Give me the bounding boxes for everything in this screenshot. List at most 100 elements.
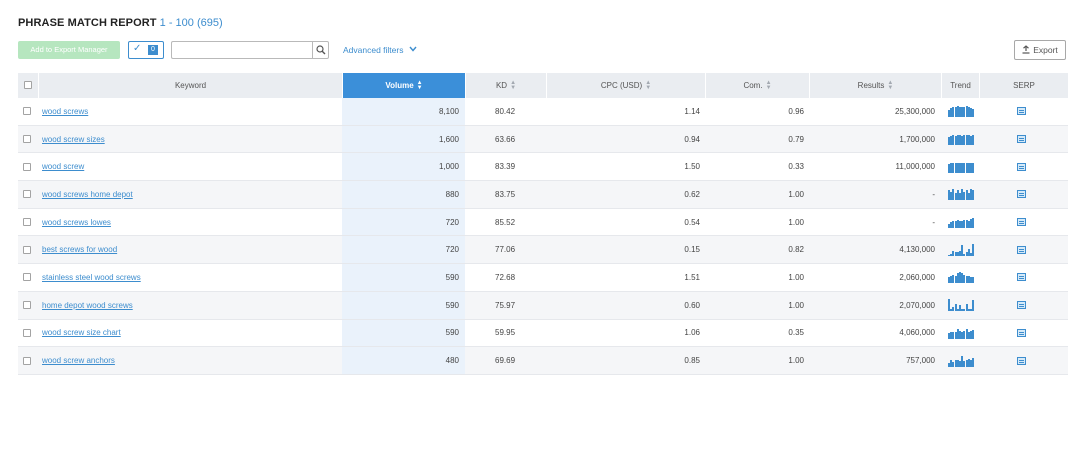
toolbar: Add to Export Manager ✓ 0 Advanced filte… (18, 40, 1068, 60)
keyword-link[interactable]: wood screws (42, 106, 89, 116)
trend-bar (967, 135, 970, 146)
keyword-link[interactable]: wood screws lowes (42, 217, 111, 227)
row-checkbox[interactable] (23, 107, 31, 116)
column-volume[interactable]: Volume ▲ ▼ (342, 73, 465, 98)
trend-bar (948, 190, 950, 201)
serp-icon[interactable] (1017, 301, 1026, 310)
export-label: Export (1033, 45, 1058, 55)
trend-bar (969, 359, 972, 367)
row-checkbox[interactable] (23, 301, 31, 310)
search-button[interactable] (312, 41, 329, 59)
add-to-export-manager-button[interactable]: Add to Export Manager (18, 41, 120, 59)
serp-icon[interactable] (1017, 356, 1026, 365)
trend-bar (967, 193, 970, 201)
trend-bar (972, 243, 975, 256)
advanced-filters-toggle[interactable]: Advanced filters (343, 45, 417, 55)
select-all-checkbox[interactable] (24, 81, 32, 89)
trend-cell (948, 98, 978, 125)
results-cell: - (932, 217, 935, 227)
trend-bar (961, 273, 964, 284)
table-row: wood screws lowes 720 85.52 0.54 1.00 - (18, 208, 1068, 237)
serp-icon[interactable] (1017, 190, 1026, 199)
column-com[interactable]: Com. ▲ ▼ (705, 73, 809, 98)
trend-bar (969, 189, 972, 201)
serp-icon[interactable] (1017, 245, 1026, 254)
kd-cell: 63.66 (495, 134, 516, 144)
keyword-cell: wood screw (42, 153, 338, 180)
column-results[interactable]: Results ▲ ▼ (809, 73, 941, 98)
serp-icon[interactable] (1017, 328, 1026, 337)
row-checkbox[interactable] (23, 162, 31, 171)
trend-bar (963, 192, 966, 201)
serp-icon[interactable] (1017, 218, 1026, 227)
keyword-link[interactable]: wood screws home depot (42, 189, 133, 199)
keyword-link[interactable]: stainless steel wood screws (42, 272, 141, 282)
checkmark-icon: ✓ (133, 43, 142, 54)
trend-bar (950, 162, 953, 173)
keyword-link[interactable]: best screws for wood (42, 245, 118, 255)
serp-cell (1017, 320, 1029, 347)
trend-bar (965, 162, 968, 173)
volume-cell: 1,000 (438, 162, 459, 172)
com-cell: 1.00 (788, 300, 804, 310)
serp-icon[interactable] (1017, 273, 1026, 282)
report-header: PHRASE MATCH REPORT 1 - 100 (695) (18, 17, 223, 29)
row-checkbox[interactable] (23, 356, 31, 365)
serp-icon[interactable] (1017, 162, 1026, 171)
kd-cell: 77.06 (495, 245, 516, 255)
column-serp: SERP (979, 73, 1068, 98)
export-button[interactable]: Export (1014, 40, 1066, 60)
select-dropdown[interactable]: ✓ 0 (128, 41, 164, 59)
keyword-link[interactable]: wood screw size chart (42, 328, 121, 338)
row-checkbox[interactable] (23, 328, 31, 337)
row-checkbox[interactable] (23, 190, 31, 199)
kd-cell: 80.42 (495, 106, 516, 116)
trend-bar (948, 277, 950, 284)
trend-bar (961, 107, 964, 118)
column-cpc[interactable]: CPC (USD) ▲ ▼ (546, 73, 705, 98)
keyword-link[interactable]: wood screw anchors (42, 356, 115, 366)
volume-highlight (342, 153, 465, 181)
row-checkbox[interactable] (23, 135, 31, 144)
trend-bar (958, 330, 961, 339)
trend-cell (948, 264, 978, 291)
serp-cell (1017, 181, 1029, 208)
trend-bar (954, 107, 957, 118)
serp-icon[interactable] (1017, 107, 1026, 116)
trend-bar (958, 107, 961, 118)
kd-cell: 69.69 (495, 356, 516, 366)
row-checkbox[interactable] (23, 273, 31, 282)
keyword-link[interactable]: wood screw sizes (42, 134, 105, 144)
trend-bar (961, 221, 964, 229)
column-keyword[interactable]: Keyword (38, 73, 342, 98)
com-cell: 0.96 (788, 106, 804, 116)
row-checkbox[interactable] (23, 218, 31, 227)
trend-bar (950, 309, 953, 312)
com-cell: 1.00 (788, 272, 804, 282)
kd-cell: 85.52 (495, 217, 516, 227)
serp-icon[interactable] (1017, 135, 1026, 144)
trend-bar (948, 224, 950, 229)
trend-bar (958, 221, 961, 229)
trend-bar (958, 162, 961, 173)
trend-bar (965, 276, 968, 284)
trend-bar (967, 248, 970, 256)
trend-bar (958, 272, 961, 284)
trend-bar (950, 108, 953, 118)
column-kd[interactable]: KD ▲ ▼ (465, 73, 546, 98)
trend-bar (963, 360, 966, 367)
row-checkbox[interactable] (23, 245, 31, 254)
keyword-link[interactable]: wood screw (42, 162, 85, 172)
trend-bar (967, 162, 970, 173)
volume-highlight (342, 291, 465, 319)
search-input[interactable] (171, 41, 312, 59)
row-checkbox-cell (23, 98, 35, 125)
results-cell: - (932, 189, 935, 199)
serp-cell (1017, 347, 1029, 374)
trend-cell (948, 126, 978, 153)
volume-cell: 880 (445, 189, 459, 199)
results-cell: 4,130,000 (899, 245, 935, 255)
trend-bar (961, 136, 964, 146)
keyword-link[interactable]: home depot wood screws (42, 300, 133, 310)
trend-bar (952, 189, 955, 201)
